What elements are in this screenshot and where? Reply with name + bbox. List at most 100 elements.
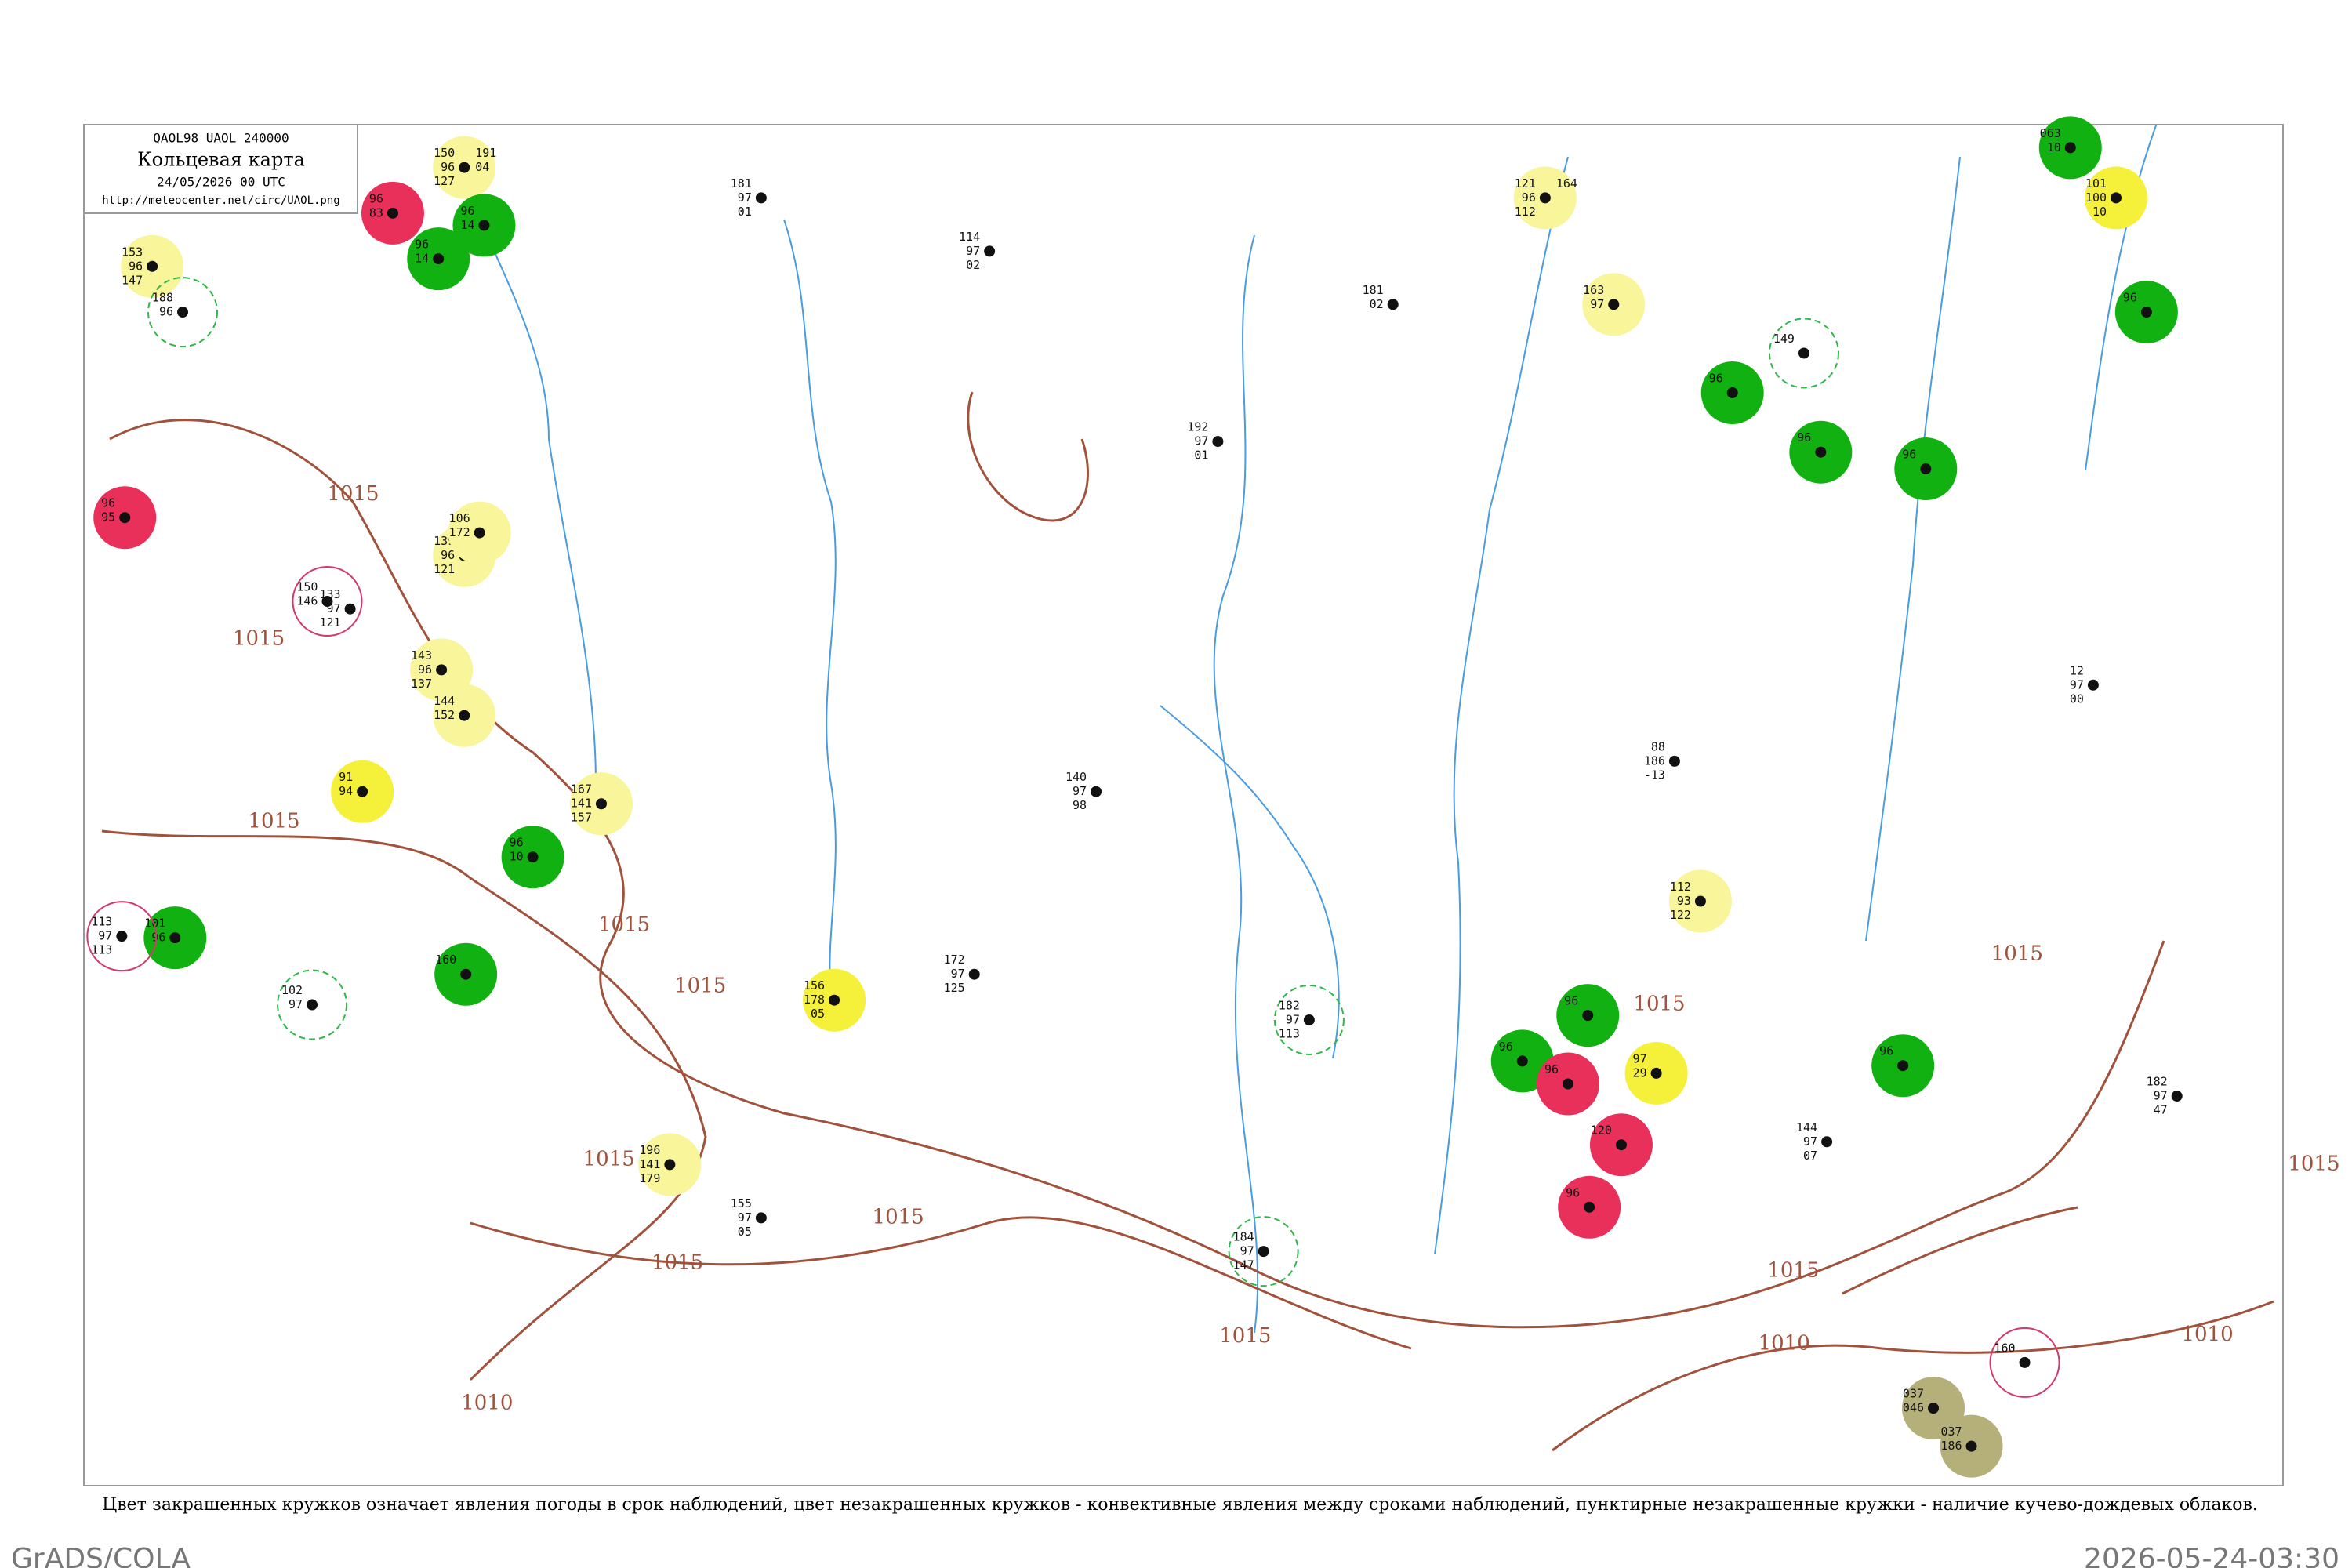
station-symbol: [1897, 1060, 1909, 1072]
station-value: 106: [449, 511, 470, 525]
station-value: 96: [510, 836, 524, 850]
isobar-label: 1010: [1759, 1332, 1810, 1356]
station-value: 140: [1065, 770, 1087, 784]
station-symbol: [829, 994, 840, 1006]
station-value: 07: [1803, 1149, 1817, 1163]
station-value: 153: [122, 245, 143, 259]
station-value: 178: [804, 993, 825, 1007]
station-symbol: [527, 851, 539, 863]
station-value: 14: [415, 252, 429, 266]
station-value: 83: [369, 205, 383, 220]
station-value: 14: [460, 218, 474, 232]
station-symbol: [1668, 755, 1680, 767]
station-value: 163: [1583, 283, 1604, 297]
station-value: 97: [966, 244, 980, 258]
station-value: 121: [320, 615, 341, 630]
map-frame: [83, 124, 2284, 1486]
station-symbol: [2019, 1356, 2031, 1368]
station-value: 182: [1279, 998, 1300, 1012]
station-value: 96: [2123, 291, 2137, 305]
station-value: 97: [1240, 1244, 1254, 1258]
station-value: 96: [415, 238, 429, 252]
station-value: 141: [639, 1157, 660, 1171]
station-value: 10: [2092, 205, 2107, 219]
station-symbol: [1584, 1201, 1595, 1213]
station-symbol: [755, 1212, 767, 1224]
station-symbol: [344, 603, 356, 615]
isobar-label: 1015: [1633, 993, 1685, 1016]
station-symbol: [2087, 679, 2099, 691]
station-value: 156: [804, 978, 825, 993]
station: 160: [434, 942, 498, 1006]
convective-ring: [1228, 1216, 1299, 1287]
station-symbol: [436, 664, 448, 676]
isobar-label: 1015: [598, 913, 650, 937]
station-symbol: [1582, 1010, 1594, 1022]
station-value: 063: [2040, 126, 2061, 140]
station-symbol: [177, 307, 189, 318]
station-symbol: [1928, 1403, 1940, 1414]
station-value: 96: [101, 496, 115, 510]
station-symbol: [1965, 1440, 1977, 1452]
rivers: [470, 125, 2157, 1334]
station-value: 96: [1522, 191, 1536, 205]
station-value: 94: [339, 784, 353, 798]
station-symbol: [1258, 1246, 1269, 1258]
station-value: 172: [944, 953, 965, 967]
isobar-label: 1015: [873, 1205, 924, 1229]
station-value: 186: [1644, 753, 1665, 768]
station-symbol: [1694, 895, 1706, 907]
station-symbol: [1516, 1055, 1528, 1067]
station-value: 01: [738, 205, 752, 219]
station-value: 186: [1940, 1439, 1962, 1453]
station-symbol: [1798, 347, 1809, 359]
convective-ring: [1768, 318, 1839, 389]
station-value: 96: [1564, 994, 1578, 1008]
station-value: 96: [1879, 1044, 1893, 1058]
station-symbol: [459, 710, 470, 721]
station-symbol: [1303, 1014, 1315, 1025]
station-value: 167: [571, 782, 592, 797]
station: 96: [1789, 420, 1853, 484]
station: 120: [1589, 1113, 1653, 1177]
station-value: 97: [98, 929, 112, 943]
station-value: 160: [435, 953, 456, 967]
station-value: 182: [2147, 1075, 2168, 1089]
station-value: 96: [1709, 371, 1723, 385]
station: 96: [1558, 1175, 1621, 1239]
station-value: 96: [1499, 1040, 1513, 1054]
station-value: 93: [1677, 894, 1691, 908]
station-value: 96: [460, 204, 474, 218]
station-symbol: [2171, 1091, 2183, 1102]
station-value: 88: [1651, 739, 1665, 753]
station-value: 144: [434, 694, 455, 708]
station-value: 91: [339, 770, 353, 784]
station-value: 101: [144, 916, 165, 931]
station-value: 97: [1590, 297, 1604, 311]
station-value: 127: [434, 174, 455, 188]
station-value: 102: [281, 983, 303, 997]
station-value: 114: [959, 230, 980, 244]
station-symbol: [1821, 1136, 1833, 1148]
station-value: 192: [1187, 420, 1208, 434]
station-value: 96: [369, 191, 383, 205]
header-url: http://meteocenter.net/circ/UAOL.png: [102, 194, 339, 207]
station-symbol: [1387, 299, 1399, 310]
station-value: 96: [1797, 430, 1811, 445]
station-symbol: [459, 162, 470, 173]
station-value: 152: [434, 708, 455, 722]
station-symbol: [984, 245, 996, 257]
